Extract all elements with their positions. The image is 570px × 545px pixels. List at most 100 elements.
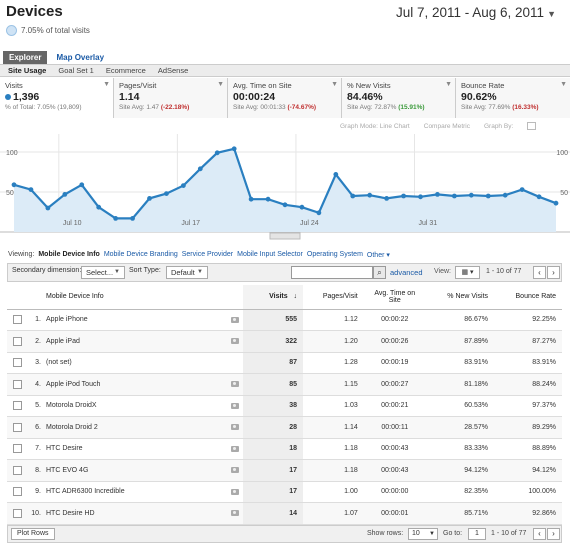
data-point[interactable] xyxy=(519,187,525,192)
table-row[interactable]: 10. HTC Desire HD 14 1.07 00:00:01 85.71% 92.8… xyxy=(7,502,562,525)
metric-visits[interactable]: Visits 1,396 % of Total: 7.05% (19,809) … xyxy=(0,78,114,118)
table-row[interactable]: 1. Apple iPhone 555 1.12 00:00:22 86.67% 92.25… xyxy=(7,309,562,331)
device-name-link[interactable]: HTC ADR6300 Incredible xyxy=(46,488,125,496)
prev-page-icon[interactable]: ‹ xyxy=(533,266,546,279)
data-point[interactable] xyxy=(130,216,135,221)
chevron-down-icon[interactable]: ▼ xyxy=(103,81,110,88)
tab-site-usage[interactable]: Site Usage xyxy=(8,66,47,75)
row-checkbox[interactable] xyxy=(12,315,22,325)
data-point[interactable] xyxy=(248,196,254,202)
calendar-icon[interactable] xyxy=(527,122,537,130)
data-point[interactable] xyxy=(553,200,559,206)
table-row[interactable]: 4. Apple iPod Touch 85 1.15 00:00:27 81.18% 88… xyxy=(7,373,562,396)
data-point[interactable] xyxy=(214,150,220,156)
data-point[interactable] xyxy=(180,183,186,188)
plot-rows-button[interactable]: Plot Rows xyxy=(11,528,55,540)
compare-metric-option[interactable]: Compare Metric xyxy=(423,122,470,130)
date-range-picker[interactable]: Jul 7, 2011 - Aug 6, 2011 ▼ xyxy=(396,5,556,20)
data-point[interactable] xyxy=(502,192,508,198)
tab-mobile-device-branding[interactable]: Mobile Device Branding xyxy=(103,251,178,258)
tab-explorer[interactable]: Explorer xyxy=(3,51,48,65)
data-point[interactable] xyxy=(164,191,169,196)
show-rows-select[interactable]: 10 ▼ xyxy=(408,528,438,540)
table-row[interactable]: 7. HTC Desire 18 1.18 00:00:43 83.33% 88.89% xyxy=(7,438,562,460)
tab-adsense[interactable]: AdSense xyxy=(157,66,189,75)
device-name-link[interactable]: Motorola Droid 2 xyxy=(46,423,98,431)
line-chart-option[interactable]: Line Chart xyxy=(379,122,410,130)
tab-operating-system[interactable]: Operating System xyxy=(306,251,363,258)
table-row[interactable]: 2. Apple iPad 322 1.20 00:00:26 87.89% 87.27% xyxy=(7,330,562,353)
chevron-down-icon[interactable]: ▼ xyxy=(331,81,338,88)
camera-icon[interactable] xyxy=(231,467,239,473)
camera-icon[interactable] xyxy=(231,316,239,323)
data-point[interactable] xyxy=(113,216,119,221)
table-row[interactable]: 8. HTC EVO 4G 17 1.18 00:00:43 94.12% 94.12% xyxy=(7,459,562,482)
data-point[interactable] xyxy=(96,204,102,210)
camera-icon[interactable] xyxy=(231,445,239,452)
header-new-visits[interactable]: % New Visits xyxy=(425,285,495,310)
metric-bounce-rate[interactable]: Bounce Rate 90.62% Site Avg: 77.69% (16.… xyxy=(456,78,570,118)
device-name-link[interactable]: (not set) xyxy=(46,359,72,367)
tab-other[interactable]: Other ▾ xyxy=(367,251,390,259)
header-avg-time[interactable]: Avg. Time on Site xyxy=(363,285,426,310)
data-point[interactable] xyxy=(197,166,203,172)
table-row[interactable]: 3. (not set) 87 1.28 00:00:19 83.91% 83.91% xyxy=(7,352,562,374)
data-point[interactable] xyxy=(418,194,423,200)
secondary-dimension-select[interactable]: Select... ▼ xyxy=(81,266,125,279)
chevron-down-icon[interactable]: ▼ xyxy=(445,81,452,88)
data-point[interactable] xyxy=(231,146,237,152)
next-page-icon[interactable]: › xyxy=(547,528,560,540)
sort-type-select[interactable]: Default ▼ xyxy=(166,266,208,279)
data-point[interactable] xyxy=(536,194,542,200)
data-point[interactable] xyxy=(79,182,85,188)
camera-icon[interactable] xyxy=(231,381,239,387)
table-row[interactable]: 5. Motorola DroidX 38 1.03 00:00:21 60.53% 97.… xyxy=(7,395,562,417)
data-point[interactable] xyxy=(451,193,457,199)
table-view-icon[interactable]: ▦ ▾ xyxy=(455,266,480,279)
device-name-link[interactable]: Apple iPod Touch xyxy=(46,380,101,388)
data-point[interactable] xyxy=(316,210,322,216)
data-point[interactable] xyxy=(468,192,474,198)
data-point[interactable] xyxy=(485,193,491,199)
row-checkbox[interactable] xyxy=(12,401,22,411)
row-checkbox[interactable] xyxy=(12,465,22,475)
device-name-link[interactable]: Apple iPad xyxy=(46,337,80,345)
prev-page-icon[interactable]: ‹ xyxy=(533,528,546,540)
camera-icon[interactable] xyxy=(231,510,239,516)
device-name-link[interactable]: Motorola DroidX xyxy=(46,402,97,410)
row-checkbox[interactable] xyxy=(12,422,22,432)
data-point[interactable] xyxy=(45,205,51,211)
tab-goal-set-1[interactable]: Goal Set 1 xyxy=(58,66,94,75)
data-point[interactable] xyxy=(401,193,406,199)
metric-pages-per-visit[interactable]: Pages/Visit 1.14 Site Avg: 1.47 (-22.18%… xyxy=(114,78,228,118)
goto-page-input[interactable]: 1 xyxy=(468,528,486,540)
device-name-link[interactable]: Apple iPhone xyxy=(46,316,88,324)
data-point[interactable] xyxy=(265,196,271,202)
tab-mobile-device-info[interactable]: Mobile Device Info xyxy=(38,251,100,258)
metric-avg-time[interactable]: Avg. Time on Site 00:00:24 Site Avg: 00:… xyxy=(228,78,342,118)
search-input[interactable] xyxy=(291,266,373,279)
metric-new-visits[interactable]: % New Visits 84.46% Site Avg: 72.87% (15… xyxy=(342,78,456,118)
row-checkbox[interactable] xyxy=(12,379,22,389)
advanced-filter-link[interactable]: advanced xyxy=(390,268,423,277)
row-checkbox[interactable] xyxy=(12,487,22,497)
row-checkbox[interactable] xyxy=(12,444,22,454)
tab-service-provider[interactable]: Service Provider xyxy=(181,251,234,258)
row-checkbox[interactable] xyxy=(12,508,22,518)
data-point[interactable] xyxy=(299,204,305,210)
data-point[interactable] xyxy=(62,192,68,197)
data-point[interactable] xyxy=(11,182,17,188)
device-name-link[interactable]: HTC Desire xyxy=(46,445,83,453)
data-point[interactable] xyxy=(333,172,339,177)
header-bounce-rate[interactable]: Bounce Rate xyxy=(494,285,562,310)
tab-map-overlay[interactable]: Map Overlay xyxy=(56,53,105,62)
tab-mobile-input-selector[interactable]: Mobile Input Selector xyxy=(237,251,303,258)
header-visits[interactable]: Visits ↓ xyxy=(243,285,303,310)
data-point[interactable] xyxy=(350,193,356,199)
table-row[interactable]: 9. HTC ADR6300 Incredible 17 1.00 00:00:00 82… xyxy=(7,481,562,503)
chevron-down-icon[interactable]: ▼ xyxy=(217,81,224,88)
resize-handle[interactable] xyxy=(269,232,301,240)
chevron-down-icon[interactable]: ▼ xyxy=(560,81,567,88)
table-row[interactable]: 6. Motorola Droid 2 28 1.14 00:00:11 28.57% 89… xyxy=(7,416,562,439)
data-point[interactable] xyxy=(282,202,288,208)
